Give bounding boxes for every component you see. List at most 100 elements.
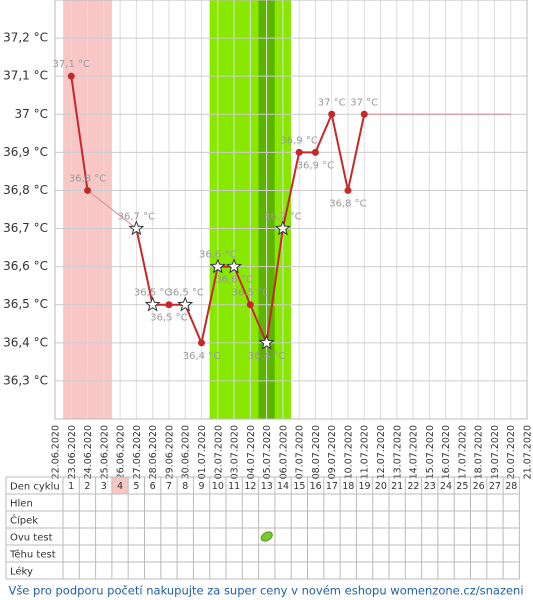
day-number: 16	[310, 481, 322, 492]
star-marker	[274, 220, 291, 236]
day-number: 2	[84, 481, 90, 492]
value-label: 36,4 °C	[248, 351, 285, 362]
value-label: 36,5 °C	[134, 288, 171, 299]
y-tick-label: 36,4 °C	[3, 335, 48, 349]
day-number: 22	[407, 481, 419, 492]
x-tick-label: 12.07.2020	[376, 425, 387, 479]
day-number: 14	[277, 481, 289, 492]
day-number: 6	[150, 481, 156, 492]
star-marker	[177, 296, 194, 312]
day-number: 9	[199, 481, 205, 492]
value-label: 36,9 °C	[280, 135, 317, 146]
day-number: 19	[359, 481, 371, 492]
day-number: 25	[456, 481, 468, 492]
y-tick-label: 36,8 °C	[3, 183, 48, 197]
star-marker	[209, 258, 226, 274]
value-label: 36,9 °C	[297, 160, 334, 171]
value-label: 36,6 °C	[199, 250, 236, 261]
x-tick-label: 21.07.2020	[523, 425, 533, 479]
x-tick-label: 28.06.2020	[148, 425, 159, 479]
row-label: Hlen	[10, 499, 33, 510]
day-number: 3	[101, 481, 107, 492]
point-marker	[197, 339, 205, 347]
day-number: 21	[391, 481, 403, 492]
value-label: 37,1 °C	[53, 59, 90, 70]
row-label: Ovu test	[10, 533, 53, 544]
day-number: 17	[326, 481, 338, 492]
x-tick-label: 11.07.2020	[360, 425, 371, 479]
day-number: 20	[375, 481, 387, 492]
day-number: 10	[212, 481, 224, 492]
y-tick-label: 36,5 °C	[3, 297, 48, 311]
value-label: 36,8 °C	[329, 198, 366, 209]
temperature-line	[70, 76, 89, 191]
x-tick-label: 20.07.2020	[506, 425, 517, 479]
x-tick-label: 08.07.2020	[311, 425, 322, 479]
x-tick-label: 15.07.2020	[425, 425, 436, 479]
x-tick-label: 30.06.2020	[181, 425, 192, 479]
row-label: Čípek	[10, 514, 38, 527]
y-tick-label: 37,1 °C	[3, 69, 48, 83]
day-number: 27	[489, 481, 501, 492]
gap-connector	[87, 189, 137, 230]
day-number: 23	[424, 481, 436, 492]
x-tick-label: 02.07.2020	[213, 425, 224, 479]
value-label: 37 °C	[318, 97, 346, 108]
row-label: Těhu test	[9, 549, 56, 561]
point-marker	[360, 110, 368, 118]
value-label: 36,7 °C	[118, 212, 155, 223]
point-marker	[165, 301, 173, 309]
star-marker	[128, 220, 145, 236]
y-tick-label: 36,9 °C	[3, 145, 48, 159]
y-tick-label: 37 °C	[15, 107, 48, 121]
x-tick-label: 22.06.2020	[51, 425, 62, 479]
day-number: 4	[117, 481, 123, 492]
value-label: 36,8 °C	[69, 173, 106, 184]
value-label: 36,5 °C	[166, 288, 203, 299]
x-tick-label: 18.07.2020	[474, 425, 485, 479]
value-label: 37 °C	[350, 97, 378, 108]
day-number: 7	[166, 481, 172, 492]
highlight-cell	[111, 477, 129, 494]
row-label: Den cyklu	[10, 482, 60, 493]
x-tick-label: 24.06.2020	[83, 425, 94, 479]
day-number: 15	[293, 481, 305, 492]
x-tick-label: 03.07.2020	[230, 425, 241, 479]
point-marker	[246, 301, 254, 309]
plot-border	[54, 0, 528, 420]
x-tick-label: 25.06.2020	[99, 425, 110, 479]
x-tick-label: 16.07.2020	[441, 425, 452, 479]
footer-link[interactable]: Vše pro podporu početí nakupujte za supe…	[8, 584, 523, 598]
point-marker	[344, 186, 352, 194]
day-number: 12	[244, 481, 256, 492]
y-tick-label: 36,6 °C	[3, 259, 48, 273]
x-tick-label: 10.07.2020	[343, 425, 354, 479]
y-tick-label: 37,2 °C	[3, 31, 48, 45]
day-number: 28	[505, 481, 517, 492]
y-tick-label: 36,3 °C	[3, 373, 48, 387]
x-tick-label: 26.06.2020	[116, 425, 127, 479]
day-number: 24	[440, 481, 452, 492]
point-marker	[311, 148, 319, 156]
point-marker	[295, 148, 303, 156]
star-marker	[226, 258, 243, 274]
point-marker	[67, 72, 75, 80]
ovu-test-icon	[260, 531, 273, 542]
point-marker	[84, 186, 92, 194]
day-number: 8	[182, 481, 188, 492]
value-label: 36,7 °C	[264, 212, 301, 223]
value-label: 36,4 °C	[183, 351, 220, 362]
x-tick-label: 06.07.2020	[278, 425, 289, 479]
day-number: 13	[261, 481, 273, 492]
star-marker	[144, 296, 161, 312]
day-number: 26	[473, 481, 485, 492]
day-number: 5	[133, 481, 139, 492]
x-tick-label: 27.06.2020	[132, 425, 143, 479]
day-number: 18	[342, 481, 354, 492]
day-number: 1	[68, 481, 74, 492]
x-tick-label: 07.07.2020	[295, 425, 306, 479]
value-label: 36,6 °C	[215, 275, 252, 286]
x-tick-label: 01.07.2020	[197, 425, 208, 479]
x-tick-label: 19.07.2020	[490, 425, 501, 479]
